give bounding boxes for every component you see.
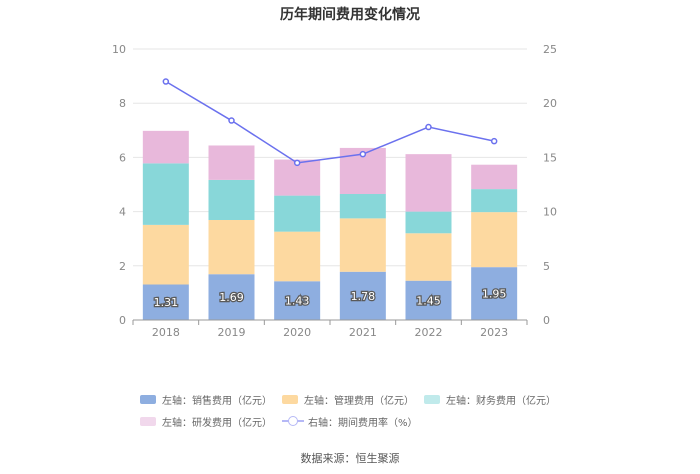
legend-label-finance: 左轴：财务费用（亿元） (446, 395, 556, 407)
left-tick-label: 4 (119, 206, 126, 219)
bar-segment (339, 218, 386, 272)
bar-segment (208, 145, 255, 180)
bar-segment (405, 233, 452, 281)
left-axis-ticks: 0 2 4 6 8 10 (112, 43, 126, 327)
bar-segment (274, 195, 321, 232)
rate-point (228, 117, 235, 124)
legend-item-sales[interactable]: 左轴：销售费用（亿元） (140, 392, 282, 407)
bar-segment (274, 281, 321, 320)
legend-item-finance[interactable]: 左轴：财务费用（亿元） (424, 392, 566, 407)
right-tick-label: 15 (543, 151, 557, 164)
bar-segment (339, 193, 386, 219)
right-tick-label: 20 (543, 97, 557, 110)
bar-segment (208, 274, 255, 320)
bar-value-label: 1.43 (285, 295, 310, 308)
legend-row-1: 左轴：销售费用（亿元） 左轴：管理费用（亿元） 左轴：财务费用（亿元） (140, 388, 580, 410)
bar-segment (142, 224, 189, 285)
right-axis-ticks: 0 5 10 15 20 25 (543, 43, 557, 327)
legend-label-rnd: 左轴：研发费用（亿元） (162, 417, 272, 429)
left-tick-label: 2 (119, 260, 126, 273)
legend-swatch-rnd (140, 416, 156, 426)
bar-segment (471, 267, 518, 320)
rate-point (293, 159, 301, 167)
legend-item-rate[interactable]: 右轴：期间费用率（%） (282, 414, 424, 429)
legend: 左轴：销售费用（亿元） 左轴：管理费用（亿元） 左轴：财务费用（亿元） 左轴：研… (140, 388, 580, 432)
x-tick-label: 2018 (152, 326, 180, 339)
bar-value-label: 1.69 (219, 291, 244, 304)
bar-segment (208, 220, 255, 275)
bar-segment (471, 164, 518, 190)
bar-value-label: 1.31 (154, 296, 179, 309)
bar-value-labels: 1.31 1.69 1.43 1.78 1.45 1.95 (152, 286, 507, 310)
bar-segment (471, 189, 518, 213)
legend-swatch-admin (282, 394, 298, 404)
bar-value-label: 1.78 (351, 290, 376, 303)
legend-item-admin[interactable]: 左轴：管理费用（亿元） (282, 392, 424, 407)
x-tick-label: 2021 (349, 326, 377, 339)
legend-item-rnd[interactable]: 左轴：研发费用（亿元） (140, 414, 282, 429)
bar-segment (142, 130, 189, 164)
chart-title: 历年期间费用变化情况 (280, 7, 420, 23)
right-tick-label: 0 (543, 314, 550, 327)
right-tick-label: 25 (543, 43, 557, 56)
bar-value-label: 1.95 (482, 288, 507, 301)
bar-segment (405, 211, 452, 234)
bar-segment (274, 231, 321, 282)
x-tick-label: 2020 (283, 326, 311, 339)
left-tick-label: 8 (119, 97, 126, 110)
legend-swatch-sales (140, 394, 156, 404)
legend-label-sales: 左轴：销售费用（亿元） (162, 395, 272, 407)
source-note: 数据来源：恒生聚源 (300, 452, 400, 465)
rate-point (425, 123, 432, 131)
x-axis: 2018 2019 2020 2021 2022 2023 (132, 319, 528, 339)
bar-segment (471, 212, 518, 268)
bar-value-label: 1.45 (416, 294, 441, 307)
bar-segment (208, 179, 255, 221)
left-tick-label: 10 (112, 43, 126, 56)
legend-label-rate: 右轴：期间费用率（%） (308, 417, 418, 429)
rate-line (162, 78, 498, 167)
bar-segment (142, 163, 189, 225)
x-tick-label: 2022 (415, 326, 443, 339)
bar-segment (405, 154, 452, 212)
grid-lines (133, 48, 527, 267)
x-tick-label: 2023 (480, 326, 508, 339)
legend-swatch-rate (282, 416, 304, 426)
legend-swatch-finance (424, 394, 440, 404)
rate-point (490, 137, 498, 145)
rate-point (162, 78, 170, 85)
bar-segment (405, 280, 452, 320)
legend-row-2: 左轴：研发费用（亿元） 右轴：期间费用率（%） (140, 410, 580, 432)
bar-stacks (142, 130, 518, 320)
right-tick-label: 5 (543, 260, 550, 273)
legend-label-admin: 左轴：管理费用（亿元） (304, 395, 414, 407)
left-tick-label: 6 (119, 151, 126, 164)
left-tick-label: 0 (119, 314, 126, 327)
right-tick-label: 10 (543, 206, 557, 219)
bar-segment (339, 271, 386, 320)
rate-point (359, 150, 367, 158)
bar-segment (142, 284, 189, 320)
x-tick-label: 2019 (218, 326, 246, 339)
rate-line-path (165, 80, 495, 164)
